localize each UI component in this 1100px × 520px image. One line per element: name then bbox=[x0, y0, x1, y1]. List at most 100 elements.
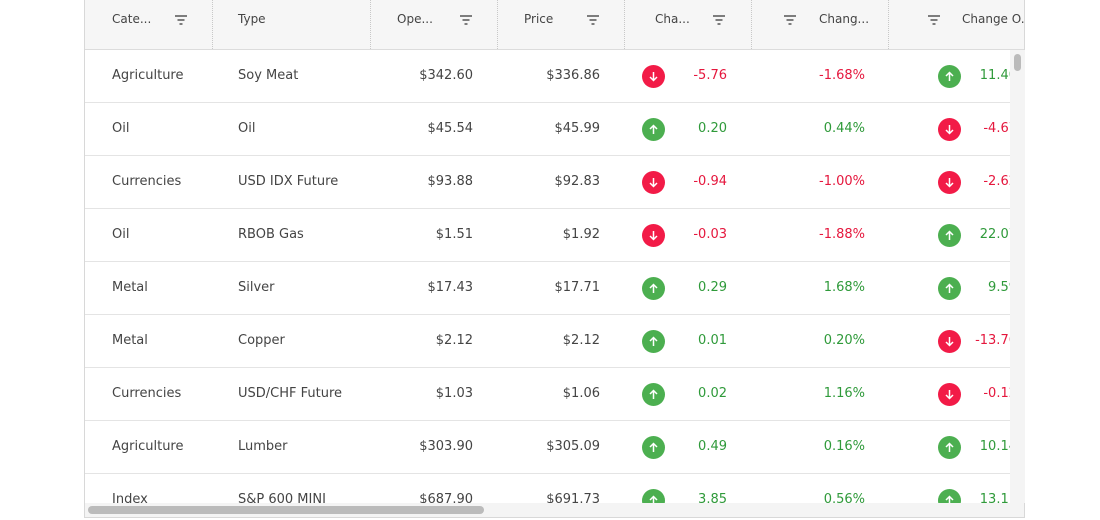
table-row[interactable]: Metal Silver $17.43 $17.71 0.29 1.68% 9.59 bbox=[85, 262, 1011, 315]
trend-icon bbox=[642, 383, 665, 406]
table-cell: -1.88% bbox=[819, 227, 865, 242]
table-row[interactable]: Index S&P 600 MINI $687.90 $691.73 3.85 0.56%… bbox=[85, 474, 1011, 503]
column-header[interactable]: Cate... bbox=[85, 0, 213, 49]
table-cell: 0.20 bbox=[698, 121, 727, 136]
trend-icon bbox=[642, 118, 665, 141]
grid-header: Cate... Type Ope... Price Cha... Chang... Chan… bbox=[85, 0, 1025, 50]
trend-icon bbox=[938, 65, 961, 88]
filter-icon[interactable] bbox=[783, 14, 797, 26]
table-cell: 0.29 bbox=[698, 280, 727, 295]
column-title: Type bbox=[238, 12, 266, 26]
table-cell: Metal bbox=[112, 333, 148, 348]
table-cell: -0.12 bbox=[983, 386, 1011, 401]
filter-icon[interactable] bbox=[927, 14, 941, 26]
table-row[interactable]: Agriculture Soy Meat $342.60 $336.86 -5.76 -1… bbox=[85, 50, 1011, 103]
data-grid: Cate... Type Ope... Price Cha... Chang... Chan… bbox=[84, 0, 1025, 518]
table-cell: $17.71 bbox=[554, 280, 601, 295]
grid-body: Agriculture Soy Meat $342.60 $336.86 -5.76 -1… bbox=[85, 50, 1011, 503]
table-cell: Oil bbox=[238, 121, 256, 136]
column-title: Cha... bbox=[655, 12, 690, 26]
table-cell: 1.68% bbox=[823, 280, 865, 295]
vertical-scrollbar[interactable] bbox=[1010, 50, 1025, 503]
table-cell: RBOB Gas bbox=[238, 227, 304, 242]
trend-icon bbox=[642, 224, 665, 247]
scroll-thumb[interactable] bbox=[88, 506, 484, 514]
table-cell: Currencies bbox=[112, 386, 182, 401]
table-cell: $342.60 bbox=[419, 68, 473, 83]
table-row[interactable]: Oil RBOB Gas $1.51 $1.92 -0.03 -1.88% 22.07 bbox=[85, 209, 1011, 262]
table-cell: -1.68% bbox=[819, 68, 865, 83]
column-header[interactable]: Chang... bbox=[752, 0, 889, 49]
table-cell: 0.44% bbox=[823, 121, 865, 136]
table-cell: Soy Meat bbox=[238, 68, 299, 83]
table-cell: $691.73 bbox=[546, 492, 600, 503]
table-cell: USD/CHF Future bbox=[238, 386, 343, 401]
table-row[interactable]: Currencies USD IDX Future $93.88 $92.83 -0.9… bbox=[85, 156, 1011, 209]
column-header[interactable]: Cha... bbox=[625, 0, 752, 49]
table-cell: Lumber bbox=[238, 439, 288, 454]
table-cell: S&P 600 MINI bbox=[238, 492, 326, 503]
table-cell: -0.94 bbox=[693, 174, 727, 189]
trend-icon bbox=[938, 383, 961, 406]
column-title: Chang... bbox=[819, 12, 870, 26]
table-row[interactable]: Currencies USD/CHF Future $1.03 $1.06 0.02 1.… bbox=[85, 368, 1011, 421]
table-cell: Oil bbox=[112, 121, 130, 136]
table-cell: $45.99 bbox=[554, 121, 601, 136]
table-cell: $1.06 bbox=[562, 386, 600, 401]
trend-icon bbox=[642, 65, 665, 88]
table-cell: -0.03 bbox=[693, 227, 727, 242]
filter-icon[interactable] bbox=[586, 14, 600, 26]
table-cell: 11.40 bbox=[979, 68, 1011, 83]
table-cell: 22.07 bbox=[979, 227, 1011, 242]
table-cell: Metal bbox=[112, 280, 148, 295]
table-row[interactable]: Oil Oil $45.54 $45.99 0.20 0.44% -4.67 bbox=[85, 103, 1011, 156]
table-cell: USD IDX Future bbox=[238, 174, 339, 189]
table-cell: Silver bbox=[238, 280, 275, 295]
table-cell: 9.59 bbox=[988, 280, 1011, 295]
table-cell: 0.20% bbox=[823, 333, 865, 348]
trend-icon bbox=[938, 489, 961, 503]
scroll-thumb[interactable] bbox=[1014, 54, 1021, 71]
column-header[interactable]: Type bbox=[213, 0, 371, 49]
table-cell: $1.92 bbox=[562, 227, 600, 242]
table-cell: $92.83 bbox=[554, 174, 601, 189]
filter-icon[interactable] bbox=[174, 14, 188, 26]
filter-icon[interactable] bbox=[712, 14, 726, 26]
table-cell: $687.90 bbox=[419, 492, 473, 503]
column-title: Change O... bbox=[962, 12, 1025, 26]
table-cell: Index bbox=[112, 492, 148, 503]
trend-icon bbox=[938, 171, 961, 194]
trend-icon bbox=[938, 436, 961, 459]
table-cell: Copper bbox=[238, 333, 285, 348]
table-cell: $336.86 bbox=[546, 68, 600, 83]
trend-icon bbox=[938, 224, 961, 247]
table-row[interactable]: Agriculture Lumber $303.90 $305.09 0.49 0.16%… bbox=[85, 421, 1011, 474]
trend-icon bbox=[642, 171, 665, 194]
trend-icon bbox=[642, 489, 665, 503]
table-cell: -4.67 bbox=[983, 121, 1011, 136]
column-header[interactable]: Ope... bbox=[371, 0, 498, 49]
table-cell: $45.54 bbox=[427, 121, 474, 136]
table-cell: $17.43 bbox=[427, 280, 474, 295]
table-cell: $93.88 bbox=[427, 174, 474, 189]
table-cell: 0.16% bbox=[823, 439, 865, 454]
table-cell: 10.14 bbox=[979, 439, 1011, 454]
column-header[interactable]: Price bbox=[498, 0, 625, 49]
table-cell: Agriculture bbox=[112, 68, 184, 83]
trend-icon bbox=[938, 118, 961, 141]
table-cell: $2.12 bbox=[435, 333, 473, 348]
table-cell: -1.00% bbox=[819, 174, 865, 189]
table-cell: $2.12 bbox=[562, 333, 600, 348]
table-cell: 0.56% bbox=[823, 492, 865, 503]
column-header[interactable]: Change O... bbox=[889, 0, 1025, 49]
table-cell: $1.51 bbox=[435, 227, 473, 242]
column-title: Ope... bbox=[397, 12, 433, 26]
table-cell: 0.01 bbox=[698, 333, 727, 348]
table-row[interactable]: Metal Copper $2.12 $2.12 0.01 0.20% -13.76 bbox=[85, 315, 1011, 368]
column-title: Cate... bbox=[112, 12, 152, 26]
table-cell: -2.62 bbox=[983, 174, 1011, 189]
table-cell: 0.02 bbox=[698, 386, 727, 401]
table-cell: 1.16% bbox=[823, 386, 865, 401]
filter-icon[interactable] bbox=[459, 14, 473, 26]
